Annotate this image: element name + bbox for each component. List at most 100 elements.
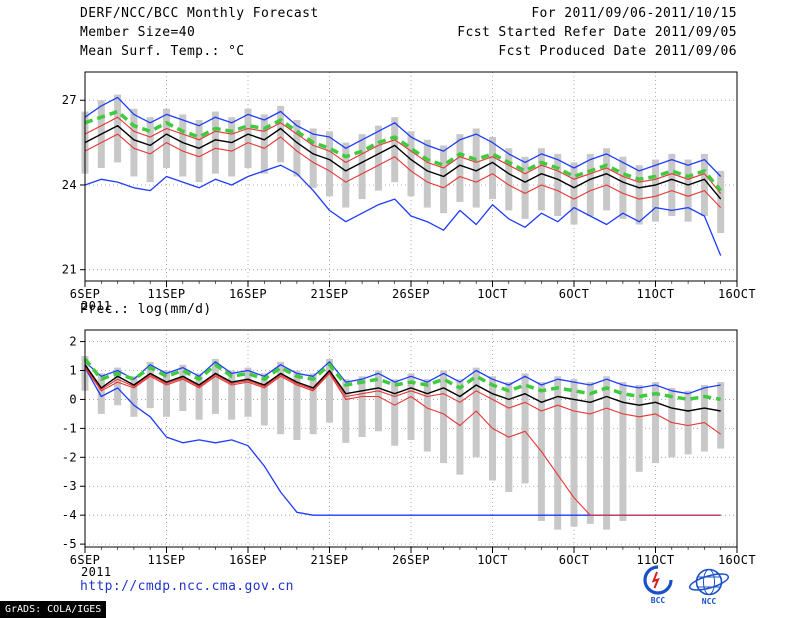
ensemble-spread-bar bbox=[505, 148, 513, 211]
y-tick-label: 24 bbox=[62, 178, 77, 192]
ensemble-spread-bar bbox=[114, 94, 122, 163]
series-red-upper bbox=[84, 365, 722, 435]
x-tick-label: 1OCT bbox=[477, 553, 508, 567]
ensemble-spread-bar bbox=[619, 156, 627, 219]
ensemble-spread-bar bbox=[391, 117, 399, 183]
ensemble-spread-bar bbox=[700, 384, 708, 452]
ncc-logo: NCC bbox=[688, 568, 730, 606]
y-tick-label: 21 bbox=[62, 263, 77, 277]
ncc-globe-meridian bbox=[703, 569, 715, 595]
ensemble-spread-bar bbox=[146, 117, 154, 183]
ensemble-spread-bar bbox=[97, 373, 105, 414]
x-axis-year-label: 2011 bbox=[81, 299, 112, 312]
x-tick-label: 21SEP bbox=[310, 553, 348, 567]
plot-area: 6SEP 11SEP 16SEP 21SEP 26SEP 1OCT 6OCT 11OCT 16O… bbox=[62, 329, 756, 579]
y-tick-label: 0 bbox=[69, 392, 77, 406]
ensemble-spread-bar bbox=[211, 358, 219, 414]
ensemble-spread-bar bbox=[537, 148, 545, 211]
series-black-mean bbox=[84, 124, 722, 200]
x-axis-year-label: 2011 bbox=[81, 565, 112, 579]
x-tick-label: 16SEP bbox=[229, 287, 267, 301]
ensemble-spread-bar bbox=[309, 373, 317, 435]
y-tick-label: -3 bbox=[62, 479, 77, 493]
page-title: DERF/NCC/BCC Monthly Forecast bbox=[80, 6, 319, 21]
ncc-globe-circle bbox=[695, 568, 723, 596]
ensemble-spread-bar bbox=[700, 153, 708, 217]
series-red-lower bbox=[84, 367, 721, 516]
y-tick-label: 27 bbox=[62, 93, 77, 107]
ensemble-spread-bar bbox=[423, 139, 431, 208]
ensemble-spread-bar bbox=[293, 370, 301, 440]
x-tick-label: 21SEP bbox=[310, 287, 348, 301]
ensemble-spread-bar bbox=[244, 367, 252, 417]
y-tick-label: -2 bbox=[62, 450, 77, 464]
ensemble-spread-bar bbox=[586, 382, 594, 524]
ensemble-spread-bar bbox=[326, 131, 333, 197]
ensemble-spread-bar bbox=[652, 159, 659, 222]
grads-credit: GrADS: COLA/IGES bbox=[0, 601, 106, 618]
y-tick-label: -1 bbox=[62, 421, 77, 435]
x-tick-label: 6SEP bbox=[70, 553, 101, 567]
ensemble-spread-bar bbox=[652, 382, 659, 464]
x-tick-label: 11SEP bbox=[147, 287, 185, 301]
ensemble-spread-bar bbox=[342, 379, 350, 443]
ensemble-spread-bar bbox=[423, 379, 431, 452]
y-tick-label: 1 bbox=[69, 364, 77, 378]
ensemble-spread-bar bbox=[358, 134, 366, 200]
x-tick-label: 6OCT bbox=[559, 287, 590, 301]
y-tick-label: -4 bbox=[62, 508, 77, 522]
fcst-produced-date: Fcst Produced Date 2011/09/06 bbox=[498, 44, 737, 59]
x-tick-label: 6SEP bbox=[70, 287, 101, 301]
ensemble-spread-bar bbox=[195, 373, 203, 420]
ensemble-spread-bar bbox=[228, 117, 236, 177]
ensemble-spread-bar bbox=[554, 153, 562, 217]
ensemble-spread-bar bbox=[456, 134, 464, 202]
x-tick-label: 11OCT bbox=[636, 553, 674, 567]
ensemble-spread-bar bbox=[521, 156, 529, 219]
website-url[interactable]: http://cmdp.ncc.cma.gov.cn bbox=[80, 579, 294, 594]
ensemble-spread-bar bbox=[668, 153, 676, 217]
ensemble-spread-bar bbox=[179, 364, 187, 412]
x-tick-label: 16OCT bbox=[718, 287, 756, 301]
ensemble-spread-bar bbox=[277, 361, 285, 435]
series-blue-upper bbox=[84, 96, 722, 177]
x-tick-label: 6OCT bbox=[559, 553, 590, 567]
x-tick-label: 16SEP bbox=[229, 553, 267, 567]
ensemble-spread-bar bbox=[130, 376, 138, 417]
y-tick-label: -5 bbox=[62, 537, 77, 551]
ensemble-spread-bar bbox=[570, 162, 578, 225]
ensemble-spread-bar bbox=[717, 170, 725, 233]
bcc-logo: BCC bbox=[643, 565, 673, 605]
ensemble-spread-bar bbox=[309, 128, 317, 188]
ensemble-spread-bar bbox=[260, 373, 268, 426]
ensemble-spread-bar bbox=[440, 145, 448, 214]
series-green-dashed bbox=[83, 357, 722, 402]
ensemble-spread-bar bbox=[407, 131, 415, 197]
ensemble-spread-bar bbox=[260, 114, 268, 174]
x-tick-label: 1OCT bbox=[477, 287, 508, 301]
ensemble-spread-bar bbox=[163, 108, 170, 169]
temperature-chart: 6SEP 11SEP 16SEP 21SEP 26SEP 1OCT 6OCT 11OCT 16O… bbox=[62, 71, 756, 312]
ensemble-spread-bar bbox=[603, 376, 611, 530]
ensemble-spread-bar bbox=[277, 105, 285, 163]
precip-chart-title: Prec.: log(mm/d) bbox=[80, 302, 212, 317]
ensemble-spread-bar bbox=[635, 165, 643, 225]
y-tick-label: 2 bbox=[69, 335, 77, 349]
series-green-dashed bbox=[84, 109, 723, 192]
ensemble-spread-bar bbox=[554, 376, 562, 530]
member-size-label: Member Size=40 bbox=[80, 25, 196, 40]
ensemble-spread-bar bbox=[374, 370, 382, 432]
ensemble-spread-bar bbox=[684, 159, 692, 222]
x-tick-label: 11OCT bbox=[636, 287, 674, 301]
x-tick-label: 26SEP bbox=[392, 553, 430, 567]
bcc-logo-swirl bbox=[643, 565, 673, 595]
ensemble-spread-bar bbox=[244, 108, 252, 169]
ncc-logo-text: NCC bbox=[702, 597, 717, 606]
x-tick-label: 26SEP bbox=[392, 287, 430, 301]
ensemble-spread-bar bbox=[586, 153, 594, 217]
ensemble-spread-bar bbox=[211, 111, 219, 174]
series-black-mean bbox=[84, 364, 721, 412]
ensemble-spread-bar bbox=[374, 125, 382, 191]
x-tick-label: 11SEP bbox=[147, 553, 185, 567]
ensemble-spread-bar bbox=[440, 370, 448, 464]
